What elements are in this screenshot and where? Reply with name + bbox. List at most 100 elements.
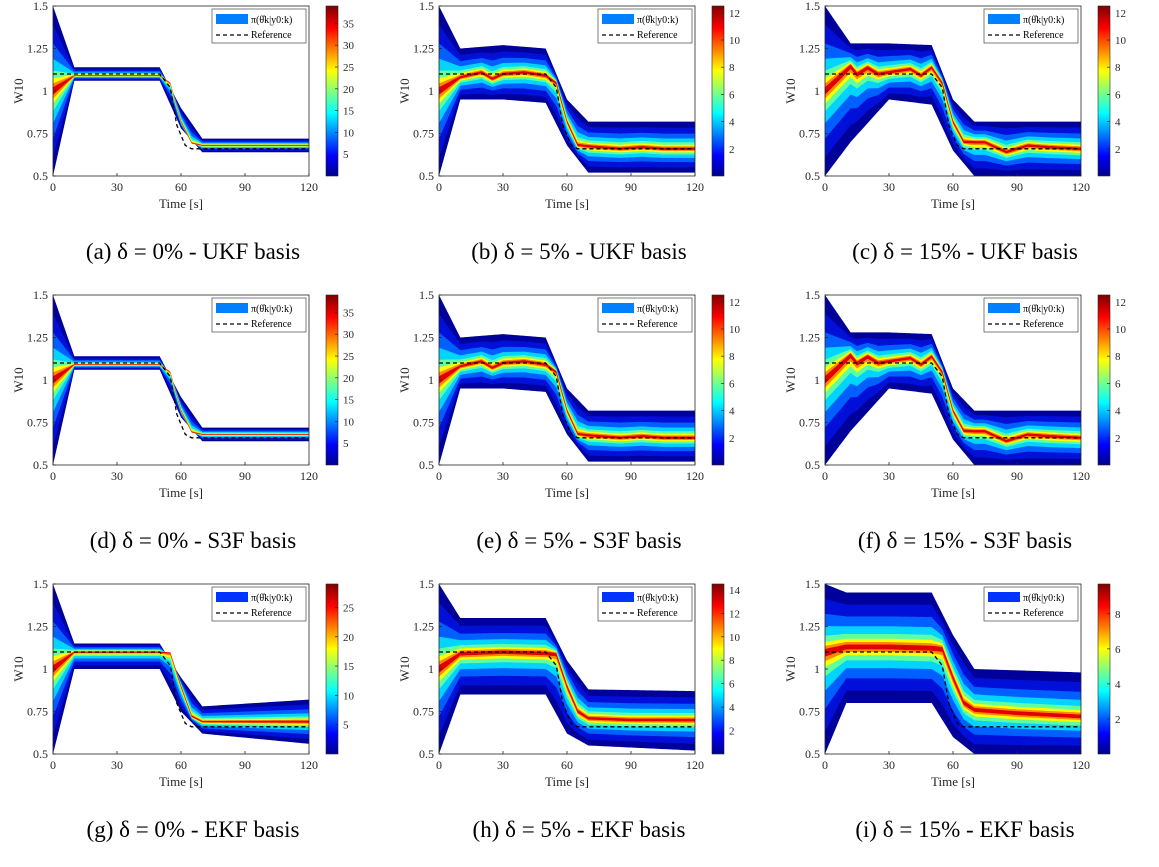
chart-svg: 0 30 60 90 120 0.5 0.75 1 1.25 1.5 Time [s] W10 π(θ̂… — [397, 578, 741, 789]
x-axis-label: Time [s] — [545, 485, 589, 500]
colorbar-tick-label: 15 — [343, 395, 355, 407]
chart-panel: 0 30 60 90 120 0.5 0.75 1 1.25 1.5 Time [s] W10 π(θ̂… — [772, 0, 1158, 289]
y-axis-label: W10 — [397, 367, 412, 392]
colorbar-tick-label: 6 — [729, 679, 735, 691]
chart-panel: 0 30 60 90 120 0.5 0.75 1 1.25 1.5 Time [s] W10 π(θ̂… — [772, 578, 1158, 867]
x-tick-label: 30 — [497, 180, 509, 194]
y-axis-label: W10 — [783, 656, 798, 681]
y-axis-label: W10 — [397, 78, 412, 103]
x-tick-label: 90 — [239, 180, 251, 194]
legend-label-reference: Reference — [637, 319, 678, 330]
colorbar-tick-label: 6 — [729, 89, 735, 101]
y-tick-label: 1 — [42, 84, 48, 98]
y-tick-label: 0.5 — [805, 169, 820, 183]
y-tick-label: 0.5 — [805, 747, 820, 761]
colorbar-tick-label: 2 — [729, 433, 735, 445]
x-tick-label: 30 — [111, 758, 123, 772]
y-tick-label: 1.5 — [805, 289, 820, 302]
x-tick-label: 0 — [822, 758, 828, 772]
colorbar-tick-label: 6 — [1115, 378, 1121, 390]
x-tick-label: 30 — [883, 469, 895, 483]
y-tick-label: 0.75 — [413, 127, 434, 141]
y-tick-label: 0.5 — [33, 458, 48, 472]
y-tick-label: 1.5 — [33, 0, 48, 13]
panel-caption: (f) δ = 15% - S3F basis — [857, 528, 1073, 553]
chart-panel: 0 30 60 90 120 0.5 0.75 1 1.25 1.5 Time [s] W10 π(θ̂… — [772, 289, 1158, 578]
y-tick-label: 1.25 — [413, 42, 434, 56]
colorbar-tick-label: 4 — [1115, 117, 1121, 129]
colorbar-tick-label: 25 — [343, 62, 355, 74]
density-layer — [825, 642, 1081, 720]
reference-line — [439, 651, 695, 728]
y-tick-label: 1.5 — [805, 0, 820, 13]
y-axis-label: W10 — [783, 78, 798, 103]
colorbar-tick-label: 8 — [729, 351, 735, 363]
x-axis-label: Time [s] — [159, 485, 203, 500]
colorbar-tick-label: 35 — [343, 18, 355, 30]
density-layer — [53, 636, 309, 731]
x-tick-label: 60 — [561, 180, 573, 194]
legend-label-density: π(θ̂k|y0:k) — [1023, 15, 1064, 26]
reference-line — [825, 362, 1081, 439]
y-tick-label: 0.5 — [33, 169, 48, 183]
panel-caption: (i) δ = 15% - EKF basis — [855, 817, 1075, 842]
y-tick-label: 1.5 — [33, 289, 48, 302]
colorbar-tick-label: 10 — [343, 127, 355, 139]
x-tick-label: 0 — [822, 469, 828, 483]
legend-label-density: π(θ̂k|y0:k) — [637, 304, 678, 315]
y-tick-label: 1.25 — [413, 331, 434, 345]
y-tick-label: 0.75 — [799, 416, 820, 430]
y-tick-label: 1.25 — [799, 331, 820, 345]
colorbar-tick-label: 2 — [1115, 714, 1121, 726]
colorbar-tick-label: 4 — [1115, 679, 1121, 691]
x-tick-label: 0 — [436, 469, 442, 483]
reference-line — [53, 362, 309, 439]
legend-label-density: π(θ̂k|y0:k) — [1023, 304, 1064, 315]
y-tick-label: 1.25 — [413, 620, 434, 634]
x-axis-label: Time [s] — [931, 196, 975, 211]
x-tick-label: 60 — [175, 469, 187, 483]
x-axis-label: Time [s] — [545, 196, 589, 211]
legend-label-reference: Reference — [1023, 608, 1064, 619]
legend-label-reference: Reference — [251, 319, 292, 330]
y-axis-label: W10 — [11, 656, 26, 681]
colorbar-tick-label: 25 — [343, 351, 355, 363]
y-tick-label: 0.75 — [799, 127, 820, 141]
colorbar — [1097, 583, 1111, 755]
colorbar-tick-label: 8 — [1115, 62, 1121, 74]
y-tick-label: 0.5 — [419, 458, 434, 472]
legend-label-reference: Reference — [251, 608, 292, 619]
x-axis-label: Time [s] — [931, 485, 975, 500]
chart-svg: 0 30 60 90 120 0.5 0.75 1 1.25 1.5 Time [s] W10 π(θ̂… — [11, 0, 355, 211]
reference-line — [825, 651, 1081, 728]
colorbar-tick-label: 12 — [1115, 297, 1126, 309]
colorbar-tick-label: 12 — [1115, 8, 1126, 20]
x-tick-label: 30 — [111, 469, 123, 483]
colorbar-tick-label: 20 — [343, 373, 355, 385]
y-tick-label: 1.25 — [799, 42, 820, 56]
legend-label-density: π(θ̂k|y0:k) — [251, 15, 292, 26]
y-tick-label: 1 — [814, 662, 820, 676]
x-tick-label: 90 — [625, 469, 637, 483]
x-tick-label: 120 — [686, 469, 704, 483]
colorbar-tick-label: 4 — [729, 117, 735, 129]
x-tick-label: 120 — [1072, 469, 1090, 483]
x-tick-label: 30 — [111, 180, 123, 194]
y-tick-label: 0.75 — [413, 705, 434, 719]
x-tick-label: 30 — [497, 758, 509, 772]
reference-line — [439, 73, 695, 150]
colorbar-tick-label: 12 — [729, 297, 740, 309]
x-axis-label: Time [s] — [159, 196, 203, 211]
x-axis-label: Time [s] — [931, 774, 975, 789]
reference-line — [439, 362, 695, 439]
y-tick-label: 1.5 — [419, 289, 434, 302]
x-tick-label: 120 — [1072, 758, 1090, 772]
chart-svg: 0 30 60 90 120 0.5 0.75 1 1.25 1.5 Time [s] W10 π(θ̂… — [783, 289, 1127, 500]
x-tick-label: 90 — [1011, 469, 1023, 483]
y-tick-label: 1.5 — [419, 578, 434, 591]
x-tick-label: 90 — [1011, 180, 1023, 194]
chart-panel: 0 30 60 90 120 0.5 0.75 1 1.25 1.5 Time [s] W10 π(θ̂… — [386, 0, 772, 289]
x-tick-label: 60 — [175, 180, 187, 194]
panel-caption: (c) δ = 15% - UKF basis — [852, 239, 1078, 264]
